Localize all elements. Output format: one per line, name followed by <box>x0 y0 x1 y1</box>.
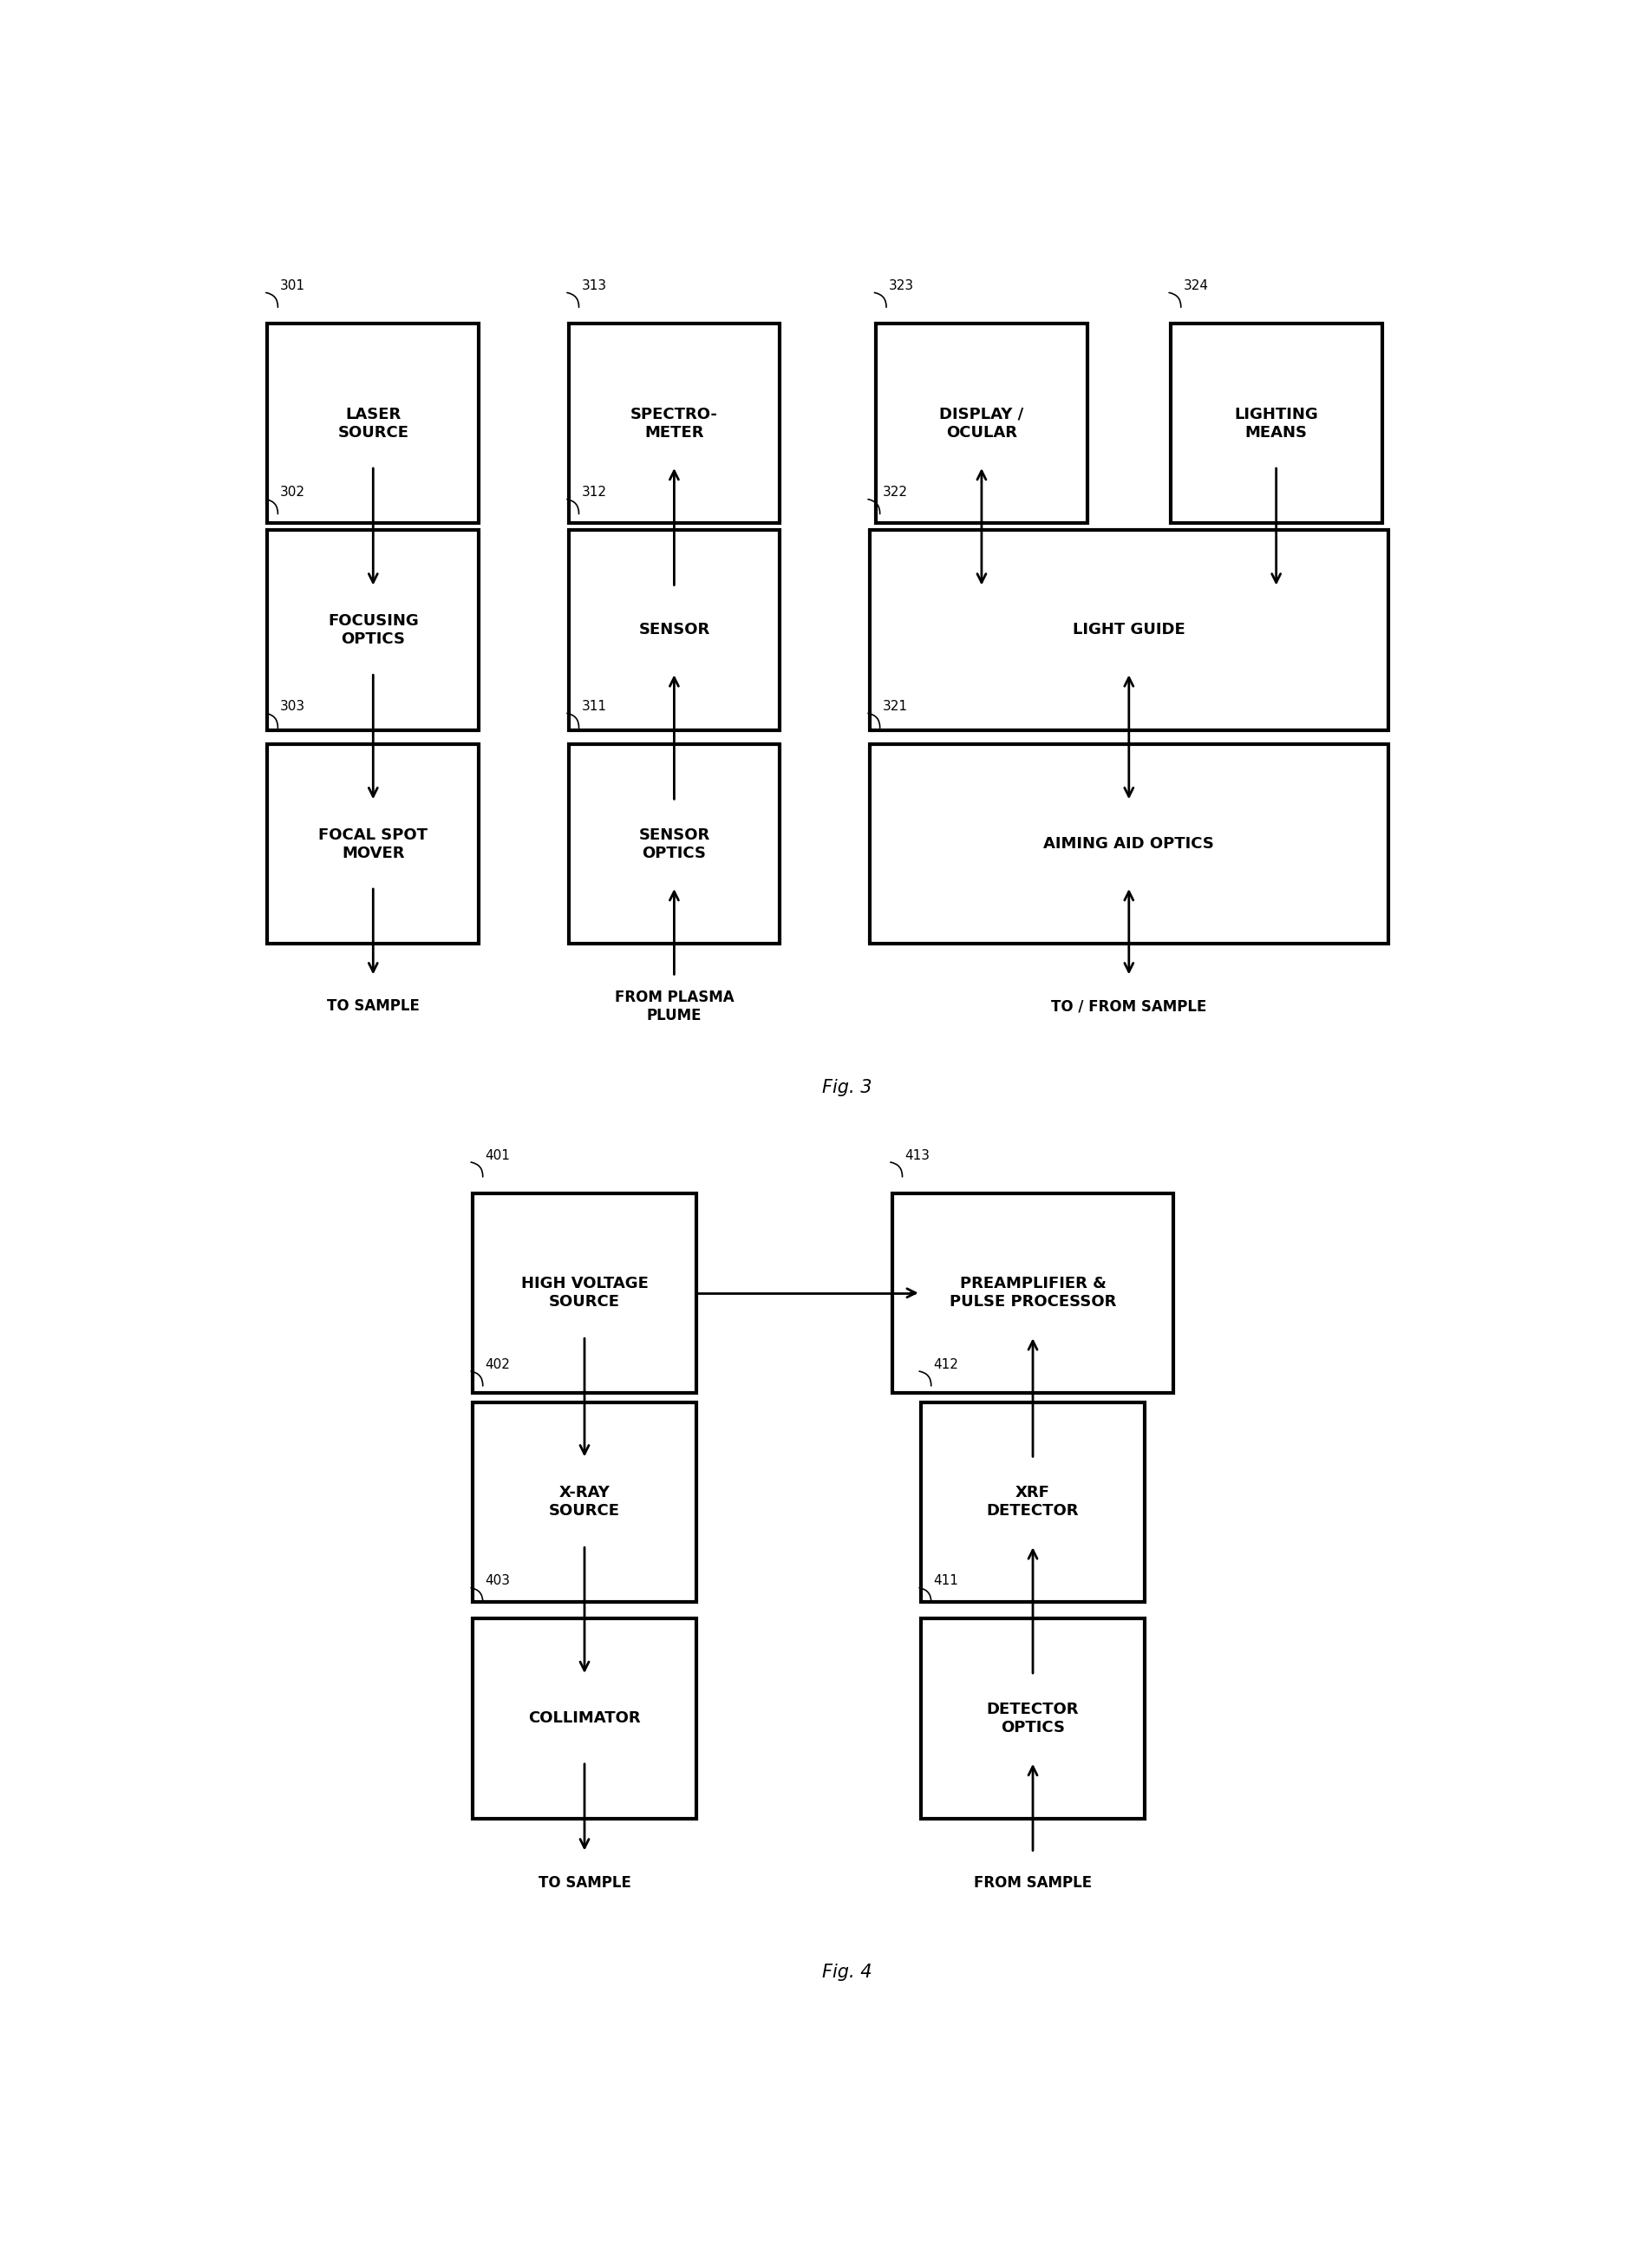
Text: TO SAMPLE: TO SAMPLE <box>327 999 420 1015</box>
Bar <box>869 744 1388 945</box>
Text: 311: 311 <box>582 699 606 713</box>
Text: HIGH VOLTAGE
SOURCE: HIGH VOLTAGE SOURCE <box>520 1276 648 1310</box>
Text: AIMING AID OPTICS: AIMING AID OPTICS <box>1042 837 1214 852</box>
Text: 401: 401 <box>486 1148 510 1161</box>
Bar <box>472 1193 695 1394</box>
Text: X-RAY
SOURCE: X-RAY SOURCE <box>548 1486 620 1520</box>
Text: LIGHTING
MEANS: LIGHTING MEANS <box>1234 406 1318 440</box>
Bar <box>268 322 479 523</box>
Text: DISPLAY /
OCULAR: DISPLAY / OCULAR <box>938 406 1023 440</box>
Text: TO SAMPLE: TO SAMPLE <box>539 1874 631 1890</box>
Text: COLLIMATOR: COLLIMATOR <box>529 1712 641 1727</box>
Text: 301: 301 <box>281 280 306 293</box>
Bar <box>472 1619 695 1818</box>
Bar <box>268 744 479 945</box>
Text: FOCAL SPOT
MOVER: FOCAL SPOT MOVER <box>319 828 428 861</box>
Text: 412: 412 <box>933 1358 958 1371</box>
Text: 324: 324 <box>1183 280 1208 293</box>
Text: 302: 302 <box>281 485 306 498</box>
Bar <box>568 530 780 731</box>
Text: 312: 312 <box>582 485 606 498</box>
Text: LIGHT GUIDE: LIGHT GUIDE <box>1072 622 1184 638</box>
Text: FROM PLASMA
PLUME: FROM PLASMA PLUME <box>615 990 733 1024</box>
Text: SENSOR: SENSOR <box>638 622 709 638</box>
Bar <box>1170 322 1381 523</box>
Text: FROM SAMPLE: FROM SAMPLE <box>973 1874 1092 1890</box>
Text: XRF
DETECTOR: XRF DETECTOR <box>986 1486 1079 1520</box>
Bar <box>568 744 780 945</box>
Text: 413: 413 <box>904 1148 930 1161</box>
Bar <box>920 1619 1145 1818</box>
Text: 313: 313 <box>582 280 606 293</box>
Bar <box>268 530 479 731</box>
Text: SENSOR
OPTICS: SENSOR OPTICS <box>638 828 709 861</box>
Text: FOCUSING
OPTICS: FOCUSING OPTICS <box>327 613 418 647</box>
Bar <box>892 1193 1173 1394</box>
Text: 411: 411 <box>933 1574 958 1588</box>
Text: 402: 402 <box>486 1358 510 1371</box>
Bar <box>869 530 1388 731</box>
Text: DETECTOR
OPTICS: DETECTOR OPTICS <box>986 1703 1079 1736</box>
Text: 322: 322 <box>882 485 907 498</box>
Text: SPECTRO-
METER: SPECTRO- METER <box>629 406 717 440</box>
Text: 323: 323 <box>889 280 914 293</box>
Bar <box>568 322 780 523</box>
Bar <box>920 1403 1145 1601</box>
Text: TO / FROM SAMPLE: TO / FROM SAMPLE <box>1051 999 1206 1015</box>
Text: 403: 403 <box>486 1574 510 1588</box>
Bar <box>472 1403 695 1601</box>
Text: LASER
SOURCE: LASER SOURCE <box>337 406 408 440</box>
Bar <box>876 322 1087 523</box>
Text: PREAMPLIFIER &
PULSE PROCESSOR: PREAMPLIFIER & PULSE PROCESSOR <box>948 1276 1115 1310</box>
Text: 321: 321 <box>882 699 907 713</box>
Text: Fig. 3: Fig. 3 <box>821 1078 872 1096</box>
Text: 303: 303 <box>281 699 306 713</box>
Text: Fig. 4: Fig. 4 <box>821 1964 872 1982</box>
